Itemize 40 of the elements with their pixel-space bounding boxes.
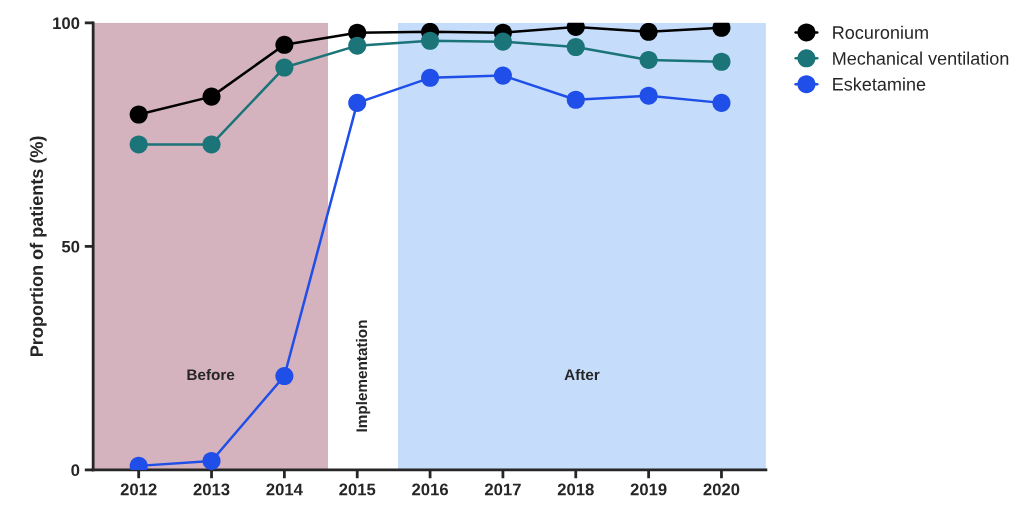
point	[712, 52, 731, 71]
x-tick-label: 2019	[630, 483, 667, 496]
point	[566, 37, 585, 57]
x-tick-label: 2014	[266, 483, 303, 496]
x-tick-label: 2015	[339, 483, 376, 496]
point	[421, 68, 440, 87]
point	[348, 93, 367, 112]
point	[639, 86, 658, 105]
point	[566, 90, 585, 109]
point	[129, 135, 148, 154]
x-tick-label: 2017	[484, 483, 521, 496]
point	[493, 32, 512, 51]
y-tick-label: 100	[53, 17, 80, 30]
legend-label: Rocuronium	[833, 25, 928, 39]
point	[493, 66, 512, 85]
band-label: Before	[187, 368, 235, 381]
point	[202, 135, 221, 154]
x-tick-label: 2018	[557, 483, 594, 496]
point	[275, 35, 294, 54]
legend-label: Mechanical ventilation	[833, 51, 1009, 65]
point	[202, 87, 221, 106]
point	[639, 50, 658, 69]
x-tick-label: 2020	[703, 483, 740, 496]
point	[421, 31, 440, 50]
x-tick-label: 2013	[193, 483, 230, 496]
point	[712, 93, 731, 112]
point	[202, 451, 221, 470]
point	[275, 366, 294, 386]
y-tick-label: 0	[71, 464, 80, 477]
band-label: After	[564, 368, 600, 381]
band-label: Implementation	[355, 320, 371, 432]
legend-label: Esketamine	[833, 77, 926, 91]
point	[275, 58, 294, 77]
point	[348, 36, 367, 55]
point	[129, 105, 148, 124]
y-tick-label: 50	[61, 240, 80, 253]
point	[639, 22, 658, 41]
x-tick-label: 2016	[412, 483, 449, 496]
y-axis-title: Proportion of patients (%)	[29, 136, 47, 356]
x-tick-label: 2012	[120, 483, 157, 496]
